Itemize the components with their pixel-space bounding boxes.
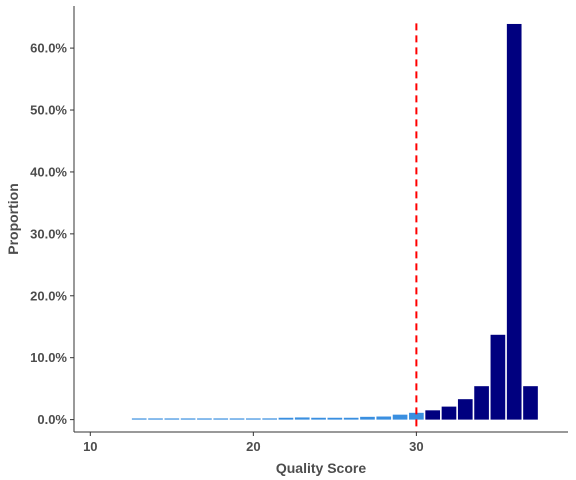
bar-q20 <box>246 418 261 420</box>
bar-q31 <box>425 410 441 420</box>
bar-q30 <box>409 412 424 420</box>
y-tick-label: 10.0% <box>30 350 67 365</box>
bar-q19 <box>229 418 245 420</box>
x-axis-ticks: 10 20 30 <box>83 432 424 454</box>
y-tick-label: 40.0% <box>30 164 67 179</box>
bar-q24 <box>311 417 326 420</box>
bar-q32 <box>441 406 457 420</box>
bar-q28 <box>376 416 392 420</box>
x-axis-title: Quality Score <box>276 460 366 476</box>
y-tick-label: 50.0% <box>30 103 67 118</box>
bar-q18 <box>213 418 229 420</box>
bar-q17 <box>197 418 212 420</box>
bar-q13 <box>131 418 147 420</box>
bar-q37 <box>523 386 538 420</box>
bar-q16 <box>180 418 196 420</box>
x-tick-label: 10 <box>83 439 97 454</box>
x-tick-label: 20 <box>246 439 260 454</box>
bar-q33 <box>457 399 473 420</box>
bar-q26 <box>343 417 359 420</box>
bars <box>131 23 538 420</box>
y-axis-title: Proportion <box>5 183 21 255</box>
x-tick-label: 30 <box>409 439 423 454</box>
bar-q25 <box>327 417 343 420</box>
y-tick-label: 0.0% <box>37 412 67 427</box>
bar-q23 <box>294 417 310 420</box>
bar-q36 <box>506 23 522 420</box>
bar-q14 <box>148 418 163 420</box>
y-axis-ticks: 0.0% 10.0% 20.0% 30.0% 40.0% 50.0% 60.0% <box>30 41 74 427</box>
bar-q22 <box>278 417 294 420</box>
bar-q29 <box>392 414 408 420</box>
y-tick-label: 20.0% <box>30 288 67 303</box>
y-tick-label: 30.0% <box>30 226 67 241</box>
bar-q34 <box>474 386 489 420</box>
bar-q15 <box>164 418 180 420</box>
bar-q21 <box>262 418 277 420</box>
bar-q27 <box>360 416 375 420</box>
y-tick-label: 60.0% <box>30 41 67 56</box>
bar-q35 <box>490 334 506 420</box>
